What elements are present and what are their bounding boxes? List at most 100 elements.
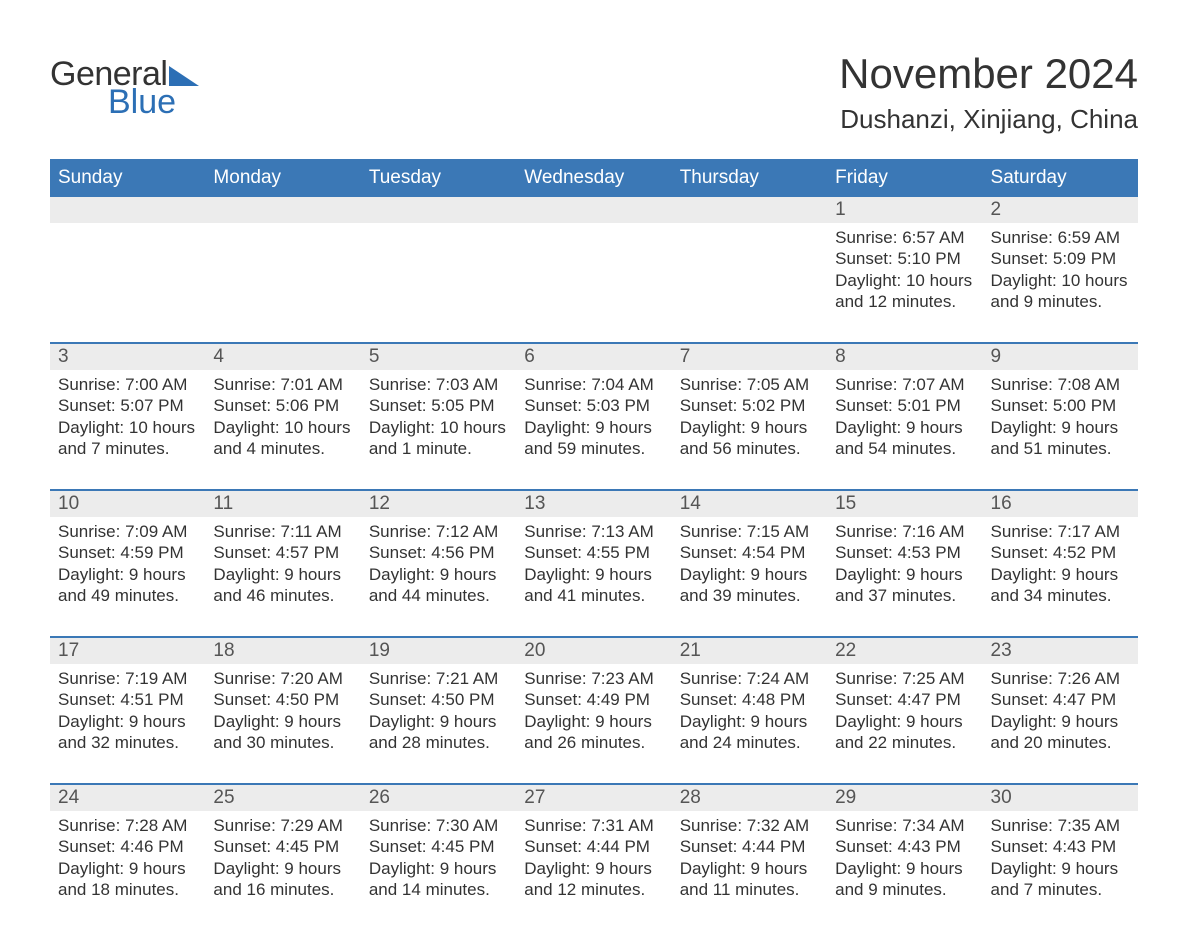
sunset-text: Sunset: 4:51 PM	[58, 689, 197, 710]
sunrise-text: Sunrise: 7:16 AM	[835, 521, 974, 542]
calendar-cell: 15Sunrise: 7:16 AMSunset: 4:53 PMDayligh…	[827, 491, 982, 610]
daylight-text: Daylight: 9 hours and 59 minutes.	[524, 417, 663, 460]
cell-details: Sunrise: 7:31 AMSunset: 4:44 PMDaylight:…	[516, 811, 671, 904]
logo-text-blue: Blue	[50, 86, 199, 118]
sunset-text: Sunset: 4:46 PM	[58, 836, 197, 857]
sunrise-text: Sunrise: 7:05 AM	[680, 374, 819, 395]
cell-details: Sunrise: 7:32 AMSunset: 4:44 PMDaylight:…	[672, 811, 827, 904]
cell-details: Sunrise: 7:30 AMSunset: 4:45 PMDaylight:…	[361, 811, 516, 904]
sunrise-text: Sunrise: 7:11 AM	[213, 521, 352, 542]
date-number: 16	[983, 491, 1138, 517]
sunrise-text: Sunrise: 7:24 AM	[680, 668, 819, 689]
sunrise-text: Sunrise: 7:13 AM	[524, 521, 663, 542]
calendar-cell: 14Sunrise: 7:15 AMSunset: 4:54 PMDayligh…	[672, 491, 827, 610]
sunrise-text: Sunrise: 7:12 AM	[369, 521, 508, 542]
date-number: 18	[205, 638, 360, 664]
date-number	[205, 197, 360, 223]
sunset-text: Sunset: 4:59 PM	[58, 542, 197, 563]
week-row: 24Sunrise: 7:28 AMSunset: 4:46 PMDayligh…	[50, 783, 1138, 904]
calendar-cell: 16Sunrise: 7:17 AMSunset: 4:52 PMDayligh…	[983, 491, 1138, 610]
calendar-cell: 12Sunrise: 7:12 AMSunset: 4:56 PMDayligh…	[361, 491, 516, 610]
calendar-cell: 4Sunrise: 7:01 AMSunset: 5:06 PMDaylight…	[205, 344, 360, 463]
cell-details: Sunrise: 7:03 AMSunset: 5:05 PMDaylight:…	[361, 370, 516, 463]
daylight-text: Daylight: 9 hours and 16 minutes.	[213, 858, 352, 901]
cell-details: Sunrise: 7:20 AMSunset: 4:50 PMDaylight:…	[205, 664, 360, 757]
cell-details: Sunrise: 7:35 AMSunset: 4:43 PMDaylight:…	[983, 811, 1138, 904]
cell-details: Sunrise: 7:21 AMSunset: 4:50 PMDaylight:…	[361, 664, 516, 757]
calendar-cell-empty	[361, 197, 516, 316]
cell-details: Sunrise: 7:29 AMSunset: 4:45 PMDaylight:…	[205, 811, 360, 904]
sunrise-text: Sunrise: 7:04 AM	[524, 374, 663, 395]
daylight-text: Daylight: 9 hours and 37 minutes.	[835, 564, 974, 607]
calendar-cell: 2Sunrise: 6:59 AMSunset: 5:09 PMDaylight…	[983, 197, 1138, 316]
daylight-text: Daylight: 10 hours and 12 minutes.	[835, 270, 974, 313]
sunset-text: Sunset: 4:44 PM	[680, 836, 819, 857]
date-number: 14	[672, 491, 827, 517]
date-number: 25	[205, 785, 360, 811]
daylight-text: Daylight: 9 hours and 7 minutes.	[991, 858, 1130, 901]
cell-details: Sunrise: 7:04 AMSunset: 5:03 PMDaylight:…	[516, 370, 671, 463]
calendar-cell: 17Sunrise: 7:19 AMSunset: 4:51 PMDayligh…	[50, 638, 205, 757]
week-row: 3Sunrise: 7:00 AMSunset: 5:07 PMDaylight…	[50, 342, 1138, 463]
date-number: 5	[361, 344, 516, 370]
sunset-text: Sunset: 4:57 PM	[213, 542, 352, 563]
day-header-friday: Friday	[827, 159, 982, 197]
calendar-cell-empty	[672, 197, 827, 316]
sunset-text: Sunset: 5:00 PM	[991, 395, 1130, 416]
sunset-text: Sunset: 4:47 PM	[991, 689, 1130, 710]
sunset-text: Sunset: 4:43 PM	[991, 836, 1130, 857]
calendar-cell: 25Sunrise: 7:29 AMSunset: 4:45 PMDayligh…	[205, 785, 360, 904]
sunrise-text: Sunrise: 7:28 AM	[58, 815, 197, 836]
daylight-text: Daylight: 9 hours and 24 minutes.	[680, 711, 819, 754]
date-number: 27	[516, 785, 671, 811]
sunrise-text: Sunrise: 7:21 AM	[369, 668, 508, 689]
calendar-cell: 3Sunrise: 7:00 AMSunset: 5:07 PMDaylight…	[50, 344, 205, 463]
sunrise-text: Sunrise: 7:17 AM	[991, 521, 1130, 542]
sunrise-text: Sunrise: 7:01 AM	[213, 374, 352, 395]
date-number: 21	[672, 638, 827, 664]
calendar-cell: 1Sunrise: 6:57 AMSunset: 5:10 PMDaylight…	[827, 197, 982, 316]
date-number: 30	[983, 785, 1138, 811]
sunset-text: Sunset: 4:54 PM	[680, 542, 819, 563]
sunrise-text: Sunrise: 7:20 AM	[213, 668, 352, 689]
title-block: November 2024 Dushanzi, Xinjiang, China	[839, 50, 1138, 135]
sunset-text: Sunset: 5:01 PM	[835, 395, 974, 416]
date-number: 29	[827, 785, 982, 811]
cell-details: Sunrise: 7:07 AMSunset: 5:01 PMDaylight:…	[827, 370, 982, 463]
daylight-text: Daylight: 9 hours and 14 minutes.	[369, 858, 508, 901]
calendar-cell: 5Sunrise: 7:03 AMSunset: 5:05 PMDaylight…	[361, 344, 516, 463]
calendar: SundayMondayTuesdayWednesdayThursdayFrid…	[50, 159, 1138, 904]
daylight-text: Daylight: 9 hours and 46 minutes.	[213, 564, 352, 607]
daylight-text: Daylight: 9 hours and 9 minutes.	[835, 858, 974, 901]
cell-details: Sunrise: 7:28 AMSunset: 4:46 PMDaylight:…	[50, 811, 205, 904]
sunset-text: Sunset: 5:09 PM	[991, 248, 1130, 269]
daylight-text: Daylight: 9 hours and 11 minutes.	[680, 858, 819, 901]
sunset-text: Sunset: 5:05 PM	[369, 395, 508, 416]
week-row: 1Sunrise: 6:57 AMSunset: 5:10 PMDaylight…	[50, 197, 1138, 316]
week-row: 17Sunrise: 7:19 AMSunset: 4:51 PMDayligh…	[50, 636, 1138, 757]
sunset-text: Sunset: 4:50 PM	[213, 689, 352, 710]
date-number: 11	[205, 491, 360, 517]
sunrise-text: Sunrise: 7:34 AM	[835, 815, 974, 836]
cell-details: Sunrise: 7:00 AMSunset: 5:07 PMDaylight:…	[50, 370, 205, 463]
sunset-text: Sunset: 4:45 PM	[213, 836, 352, 857]
calendar-cell: 21Sunrise: 7:24 AMSunset: 4:48 PMDayligh…	[672, 638, 827, 757]
cell-details: Sunrise: 7:11 AMSunset: 4:57 PMDaylight:…	[205, 517, 360, 610]
daylight-text: Daylight: 9 hours and 28 minutes.	[369, 711, 508, 754]
header: General Blue November 2024 Dushanzi, Xin…	[50, 50, 1138, 135]
sunrise-text: Sunrise: 7:23 AM	[524, 668, 663, 689]
calendar-cell-empty	[50, 197, 205, 316]
daylight-text: Daylight: 9 hours and 26 minutes.	[524, 711, 663, 754]
calendar-cell: 18Sunrise: 7:20 AMSunset: 4:50 PMDayligh…	[205, 638, 360, 757]
date-number: 6	[516, 344, 671, 370]
date-number	[50, 197, 205, 223]
logo: General Blue	[50, 50, 199, 119]
sunrise-text: Sunrise: 7:15 AM	[680, 521, 819, 542]
sunrise-text: Sunrise: 7:30 AM	[369, 815, 508, 836]
cell-details: Sunrise: 6:59 AMSunset: 5:09 PMDaylight:…	[983, 223, 1138, 316]
cell-details: Sunrise: 7:25 AMSunset: 4:47 PMDaylight:…	[827, 664, 982, 757]
daylight-text: Daylight: 9 hours and 54 minutes.	[835, 417, 974, 460]
date-number: 12	[361, 491, 516, 517]
cell-details: Sunrise: 7:08 AMSunset: 5:00 PMDaylight:…	[983, 370, 1138, 463]
date-number	[672, 197, 827, 223]
